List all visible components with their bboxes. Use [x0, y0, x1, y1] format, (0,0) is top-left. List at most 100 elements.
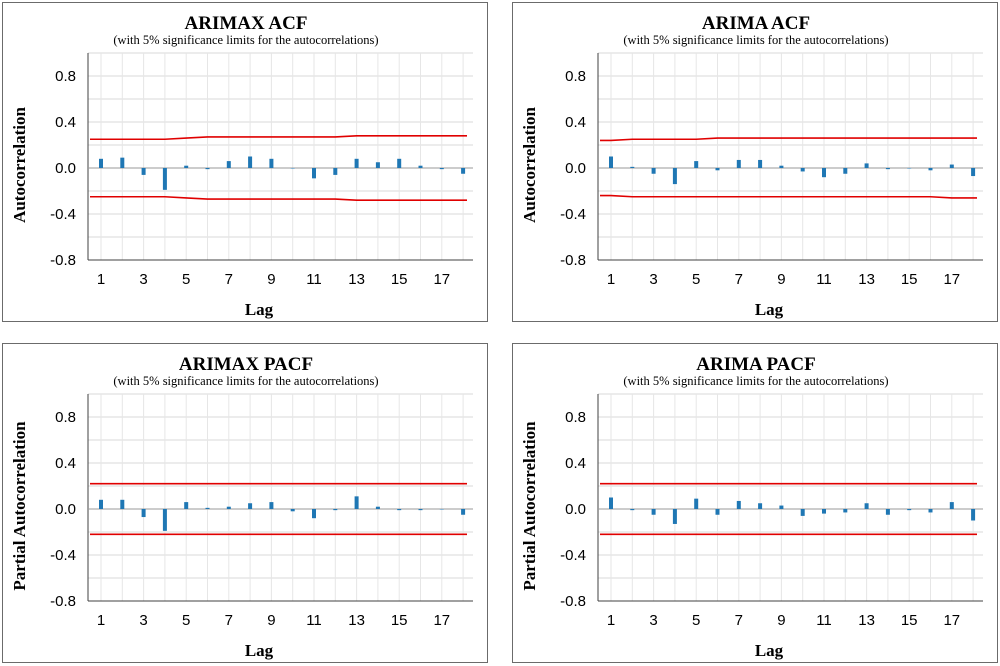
chart-svg: ARIMAX ACF (with 5% significance limits …	[10, 13, 473, 319]
x-tick-label: 15	[901, 271, 918, 288]
y-tick-label: -0.4	[50, 206, 76, 223]
correlation-bar	[354, 158, 359, 168]
lower-significance-limit	[600, 194, 977, 199]
correlation-bar	[907, 168, 912, 169]
plot-area: -0.8-0.40.00.40.81 3 5 7 9 11 13 15 17	[50, 52, 473, 288]
x-tick-label: 3	[649, 271, 657, 288]
y-tick-label: 0.4	[565, 455, 586, 472]
correlation-bar	[333, 168, 338, 175]
x-tick-label: 7	[735, 271, 743, 288]
correlation-bar	[949, 164, 954, 168]
correlation-bar	[290, 168, 295, 169]
correlation-bar	[439, 509, 444, 510]
y-tick-label: 0.4	[565, 114, 586, 131]
correlation-bar	[248, 503, 253, 509]
correlation-bar	[779, 505, 784, 509]
x-tick-label: 7	[735, 612, 743, 629]
chart-subtitle: (with 5% significance limits for the aut…	[113, 33, 378, 47]
x-axis-title: Lag	[245, 300, 274, 319]
x-tick-label: 1	[97, 612, 105, 629]
correlation-bar	[800, 509, 805, 516]
correlation-bar	[184, 502, 189, 509]
x-tick-label: 5	[692, 612, 700, 629]
y-tick-label: -0.8	[50, 252, 76, 269]
correlation-bar	[397, 158, 402, 168]
x-tick-label: 17	[433, 612, 450, 629]
correlation-bar	[461, 509, 466, 515]
correlation-bar	[418, 509, 423, 511]
upper-significance-limit	[600, 137, 977, 142]
correlation-bar	[439, 168, 444, 170]
x-tick-label: 9	[267, 612, 275, 629]
x-tick-label: 5	[182, 612, 190, 629]
correlation-bar	[843, 509, 848, 513]
correlation-bar	[248, 156, 253, 168]
y-tick-label: -0.8	[560, 593, 586, 610]
correlation-bar	[461, 168, 466, 174]
x-tick-label: 11	[816, 271, 832, 288]
correlation-bar	[99, 158, 103, 168]
chart-title: ARIMAX PACF	[179, 354, 313, 375]
y-tick-label: -0.4	[50, 547, 76, 564]
correlation-bar	[715, 509, 720, 515]
correlation-bar	[290, 509, 295, 512]
y-tick-label: -0.8	[50, 593, 76, 610]
x-tick-label: 1	[607, 612, 615, 629]
correlation-bar	[800, 168, 805, 172]
correlation-bar	[609, 156, 613, 168]
x-tick-label: 13	[858, 271, 875, 288]
plot-area: -0.8-0.40.00.40.81 3 5 7 9 11 13 15 17	[50, 393, 473, 629]
correlation-bar	[843, 168, 848, 174]
correlation-bar	[672, 509, 677, 524]
x-tick-label: 1	[97, 271, 105, 288]
correlation-bar	[758, 503, 763, 509]
chart-svg: ARIMAX PACF (with 5% significance limits…	[10, 354, 473, 660]
y-tick-label: 0.0	[55, 160, 76, 177]
chart-svg: ARIMA PACF (with 5% significance limits …	[520, 354, 983, 660]
x-tick-label: 11	[306, 612, 322, 629]
correlation-bar	[205, 507, 210, 509]
y-axis-title: Partial Autocorrelation	[10, 421, 29, 591]
correlation-bar	[226, 161, 231, 168]
correlation-bar	[630, 166, 635, 168]
correlation-bar	[822, 168, 826, 178]
correlation-bar	[736, 500, 741, 509]
correlation-bar	[928, 168, 933, 171]
x-tick-label: 9	[777, 612, 785, 629]
y-tick-label: 0.8	[565, 409, 586, 426]
chart-subtitle: (with 5% significance limits for the aut…	[113, 374, 378, 388]
correlation-bar	[949, 502, 954, 509]
y-tick-label: 0.8	[55, 409, 76, 426]
y-tick-label: 0.0	[565, 160, 586, 177]
y-tick-label: 0.4	[55, 455, 76, 472]
chart-svg: ARIMA ACF (with 5% significance limits f…	[520, 13, 983, 319]
x-tick-label: 11	[816, 612, 832, 629]
plot-area: -0.8-0.40.00.40.81 3 5 7 9 11 13 15 17	[560, 52, 983, 288]
correlation-bar	[971, 168, 976, 177]
x-axis-title: Lag	[755, 641, 784, 660]
chart-panel-arimax-acf: ARIMAX ACF (with 5% significance limits …	[2, 2, 488, 322]
x-tick-label: 17	[943, 612, 960, 629]
x-tick-label: 15	[391, 612, 408, 629]
x-tick-label: 9	[777, 271, 785, 288]
correlation-bar	[971, 509, 976, 521]
correlation-bar	[630, 509, 635, 511]
correlation-bar	[779, 165, 784, 168]
y-tick-label: 0.0	[55, 501, 76, 518]
x-tick-label: 15	[391, 271, 408, 288]
x-tick-label: 3	[139, 271, 147, 288]
chart-title: ARIMAX ACF	[185, 13, 308, 34]
x-tick-label: 15	[901, 612, 918, 629]
correlation-bar	[312, 168, 316, 179]
y-tick-label: -0.4	[560, 206, 586, 223]
correlation-bar	[375, 162, 380, 168]
correlation-bar	[141, 509, 146, 518]
correlation-bar	[864, 163, 869, 168]
x-tick-label: 17	[433, 271, 450, 288]
x-tick-label: 1	[607, 271, 615, 288]
correlation-bar	[609, 497, 613, 509]
correlation-bar	[226, 506, 231, 509]
chart-subtitle: (with 5% significance limits for the aut…	[623, 374, 888, 388]
correlation-bar	[162, 168, 167, 190]
correlation-bar	[928, 509, 933, 513]
